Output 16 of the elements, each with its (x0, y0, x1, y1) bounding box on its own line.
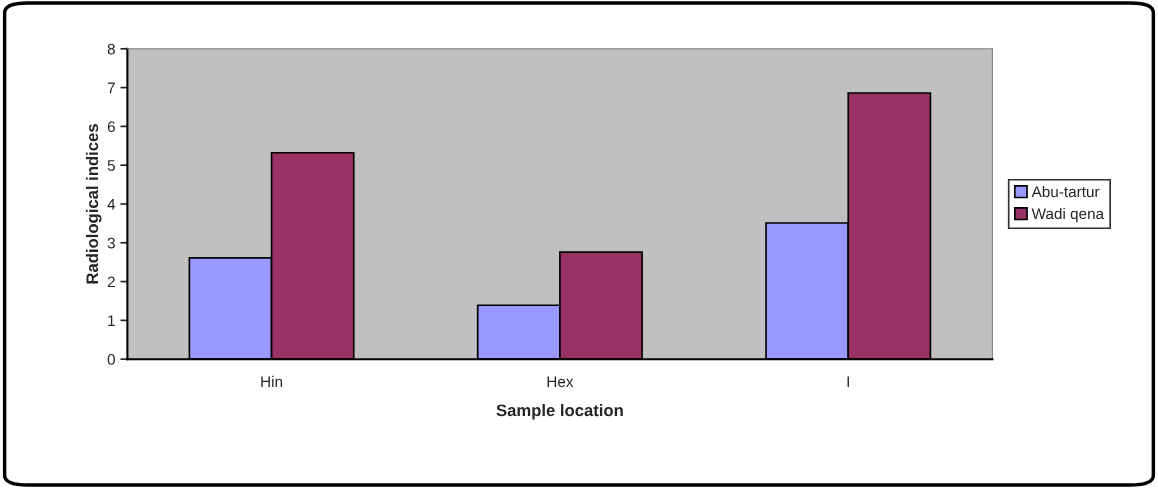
y-tick-label: 4 (107, 199, 116, 210)
y-tick-label: 3 (107, 237, 115, 249)
x-tick-label: I (847, 376, 849, 387)
y-axis-title: Radiological indices (85, 124, 102, 284)
x-tick-label: Hex (547, 376, 574, 388)
y-tick-label: 5 (107, 160, 115, 171)
legend-label: Abu-tartur (1031, 185, 1100, 198)
y-tick-label: 8 (107, 43, 115, 55)
x-tick-label: Hin (261, 375, 283, 387)
y-tick-label: 2 (107, 276, 115, 288)
x-axis-title: Sample location (496, 403, 623, 420)
y-tick-label: 0 (107, 354, 115, 365)
legend-label: Wadi qena (1031, 207, 1105, 223)
y-tick-label: 6 (107, 121, 115, 133)
y-tick-label: 7 (107, 82, 115, 94)
y-tick-label: 1 (108, 315, 115, 326)
